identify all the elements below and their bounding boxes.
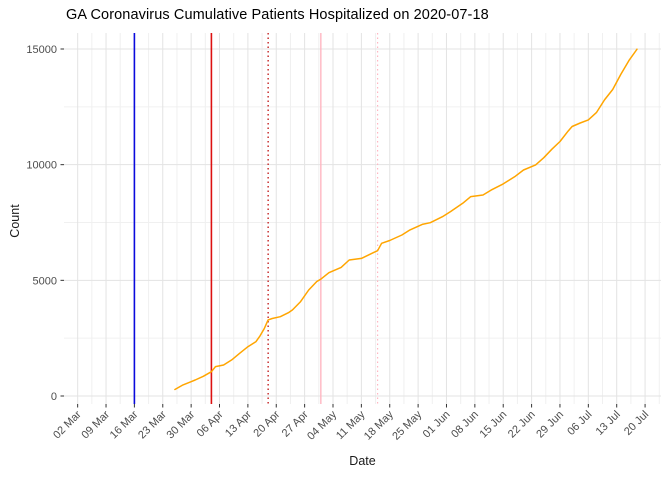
x-tick-label: 22 Jun	[506, 409, 538, 441]
x-tick-label: 20 Jul	[622, 409, 651, 438]
chart-title: GA Coronavirus Cumulative Patients Hospi…	[66, 7, 489, 23]
x-tick-label: 29 Jun	[534, 409, 566, 441]
x-tick-label: 13 Jul	[594, 409, 623, 438]
y-tick-label: 5000	[33, 275, 57, 287]
x-tick-label: 06 Apr	[195, 408, 226, 439]
x-tick-label: 02 Mar	[51, 408, 84, 441]
y-tick-label: 0	[51, 391, 57, 403]
x-tick-label: 09 Mar	[79, 408, 112, 441]
x-tick-label: 25 May	[390, 408, 424, 442]
x-axis-title: Date	[349, 454, 376, 468]
y-tick-label: 10000	[26, 160, 57, 172]
x-tick-label: 04 May	[305, 408, 339, 442]
y-axis-title: Count	[8, 204, 22, 238]
x-tick-label: 30 Mar	[165, 408, 198, 441]
x-tick-label: 06 Jul	[565, 409, 594, 438]
x-tick-label: 20 Apr	[251, 408, 282, 439]
x-tick-label: 16 Mar	[108, 408, 141, 441]
y-tick-label: 15000	[26, 44, 57, 56]
x-tick-label: 23 Mar	[136, 408, 169, 441]
x-tick-label: 08 Jun	[449, 409, 481, 441]
x-tick-label: 15 Jun	[478, 409, 510, 441]
x-tick-label: 18 May	[362, 408, 396, 442]
x-tick-label: 13 Apr	[223, 408, 254, 439]
x-tick-label: 11 May	[334, 408, 368, 442]
x-tick-label: 01 Jun	[421, 409, 453, 441]
series-line-cumulative-patients-hospitalized	[174, 48, 638, 391]
